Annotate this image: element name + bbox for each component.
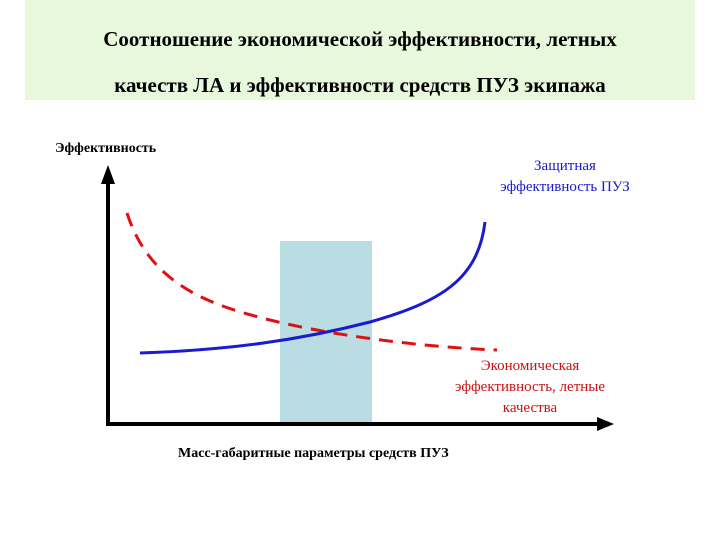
protective-label-line-2: эффективность ПУЗ [500,179,630,195]
x-axis-arrow [597,417,614,431]
x-axis-label: Масс-габаритные параметры средств ПУЗ [178,446,449,461]
protective-label-line-1: Защитная [534,158,596,174]
title-line-2: качеств ЛА и эффективности средств ПУЗ э… [114,73,606,97]
economic-efficiency-label: Экономическая эффективность, летные каче… [420,356,640,419]
economic-efficiency-curve [125,212,498,352]
economic-label-line-2: эффективность, летные [454,379,606,395]
economic-label-line-1: Экономическая [480,358,580,374]
y-axis-arrow [101,165,115,184]
y-axis-label: Эффективность [55,141,157,156]
protective-efficiency-curve [139,221,487,355]
protective-efficiency-label: Защитная эффективность ПУЗ [470,156,660,198]
title-line-1: Соотношение экономической эффективности,… [103,27,617,51]
title-box: Соотношение экономической эффективности,… [25,0,695,100]
economic-label-line-3: качества [502,400,558,416]
